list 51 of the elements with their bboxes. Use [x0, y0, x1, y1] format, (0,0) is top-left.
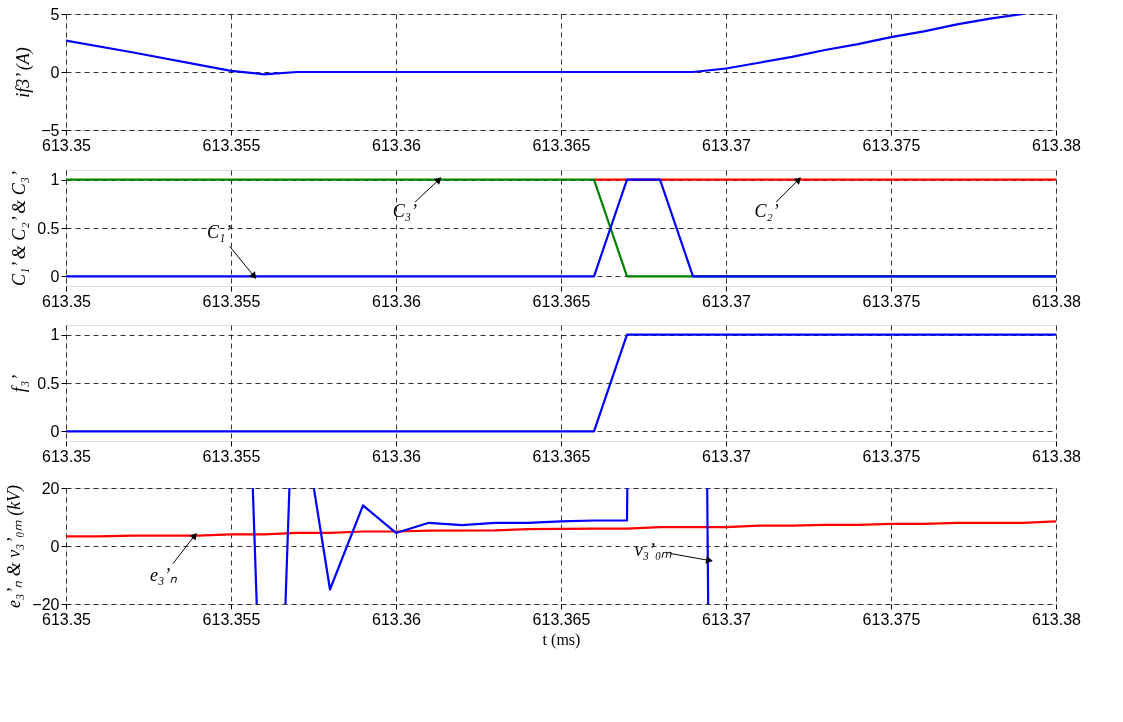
x-tick-label: 613.365 — [532, 447, 591, 465]
x-tick-label: 613.36 — [372, 610, 422, 628]
x-tick-label: 613.37 — [702, 447, 752, 465]
y-axis-title: f₃’ — [9, 374, 30, 393]
x-tick-label: 613.36 — [372, 136, 422, 154]
y-tick-label: 1 — [50, 171, 60, 189]
x-tick-label: 613.35 — [42, 136, 92, 154]
annotation: v₃’₀ₘ — [634, 539, 673, 560]
y-tick-label: 0.5 — [37, 374, 60, 392]
y-axis-title: e₃’ₙ & v₃’₀ₘ (kV) — [4, 484, 26, 609]
x-tick-label: 613.375 — [862, 610, 921, 628]
x-tick-label: 613.38 — [1032, 136, 1082, 154]
y-tick-label: 0 — [50, 63, 60, 81]
line-series — [66, 14, 1025, 76]
annotation: C₃’ — [392, 200, 418, 221]
y-axis-title: C₁’ & C₂’ & C₃’ — [9, 171, 30, 286]
x-tick-label: 613.37 — [702, 136, 752, 154]
x-tick-label: 613.35 — [42, 292, 92, 310]
x-tick-label: 613.355 — [202, 447, 261, 465]
x-tick-label: 613.38 — [1032, 447, 1082, 465]
y-tick-label: −20 — [32, 595, 60, 613]
y-tick-label: 0.5 — [37, 219, 60, 237]
x-axis-title: t (ms) — [542, 630, 581, 649]
y-axis-title: if3’ (A) — [13, 47, 35, 98]
x-tick-label: 613.365 — [532, 292, 591, 310]
x-tick-label: 613.355 — [202, 136, 261, 154]
x-tick-label: 613.37 — [702, 292, 752, 310]
x-tick-label: 613.365 — [532, 610, 591, 628]
y-tick-label: −5 — [41, 121, 60, 139]
x-tick-label: 613.36 — [372, 292, 422, 310]
y-tick-label: 0 — [50, 267, 60, 285]
y-tick-label: 1 — [50, 326, 60, 344]
y-tick-label: 0 — [50, 537, 60, 555]
x-tick-label: 613.375 — [862, 292, 921, 310]
x-tick-label: 613.355 — [202, 292, 261, 310]
x-tick-label: 613.355 — [202, 610, 261, 628]
annotation: C₂’ — [754, 200, 779, 221]
x-tick-label: 613.35 — [42, 447, 92, 465]
x-tick-label: 613.38 — [1032, 610, 1082, 628]
x-tick-label: 613.36 — [372, 447, 422, 465]
y-tick-label: 20 — [41, 479, 60, 497]
x-tick-label: 613.37 — [702, 610, 752, 628]
x-tick-label: 613.35 — [42, 610, 92, 628]
y-tick-label: 0 — [50, 422, 60, 440]
annotation: e₃’ₙ — [150, 564, 179, 585]
x-tick-label: 613.38 — [1032, 292, 1082, 310]
x-tick-label: 613.365 — [532, 136, 591, 154]
x-tick-label: 613.375 — [862, 136, 921, 154]
annotation: C₁’ — [206, 222, 232, 243]
y-tick-label: 5 — [50, 5, 60, 23]
x-tick-label: 613.375 — [862, 447, 921, 465]
